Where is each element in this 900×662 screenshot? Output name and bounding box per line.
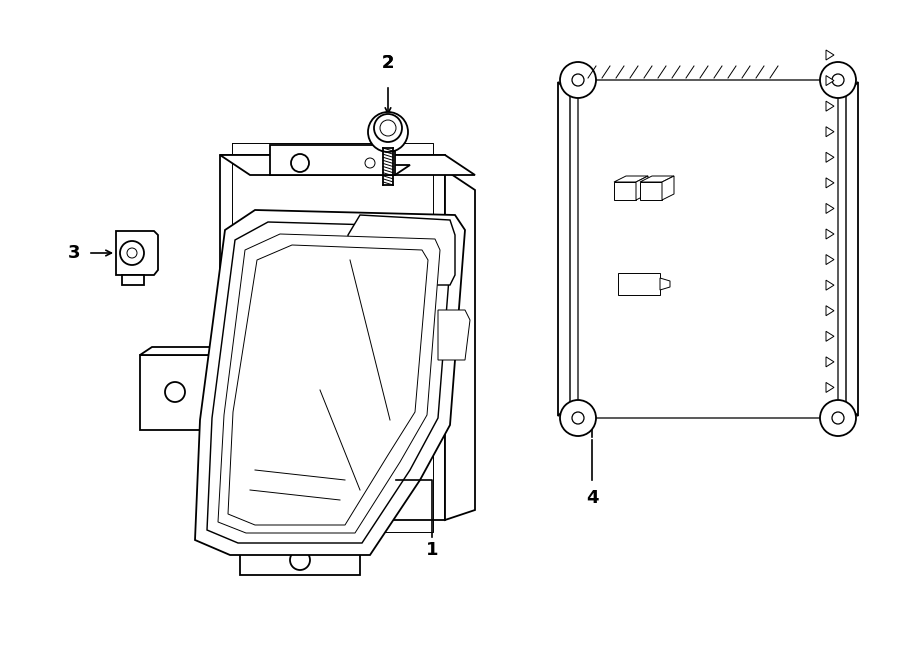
Circle shape (560, 400, 596, 436)
Polygon shape (140, 355, 225, 430)
Polygon shape (636, 176, 648, 200)
Polygon shape (570, 70, 846, 428)
Circle shape (832, 412, 844, 424)
Circle shape (374, 114, 402, 142)
Circle shape (820, 62, 856, 98)
Polygon shape (122, 275, 144, 285)
Polygon shape (270, 145, 395, 175)
Polygon shape (826, 357, 834, 367)
Circle shape (127, 248, 137, 258)
Polygon shape (826, 178, 834, 188)
Text: 2: 2 (382, 54, 394, 72)
Polygon shape (348, 215, 455, 300)
Polygon shape (228, 245, 428, 525)
Text: 1: 1 (426, 541, 438, 559)
Polygon shape (270, 165, 410, 175)
Polygon shape (578, 62, 838, 436)
Polygon shape (826, 203, 834, 213)
Polygon shape (826, 255, 834, 265)
Polygon shape (826, 229, 834, 239)
Polygon shape (558, 82, 858, 416)
Circle shape (291, 154, 309, 172)
Polygon shape (140, 347, 237, 355)
Circle shape (832, 74, 844, 86)
Polygon shape (826, 306, 834, 316)
Circle shape (380, 120, 396, 136)
Polygon shape (826, 75, 834, 85)
Polygon shape (662, 176, 674, 200)
Polygon shape (826, 50, 834, 60)
Circle shape (120, 241, 144, 265)
Polygon shape (207, 222, 452, 543)
Polygon shape (826, 126, 834, 137)
Polygon shape (826, 383, 834, 393)
Polygon shape (240, 537, 372, 545)
Polygon shape (826, 101, 834, 111)
Polygon shape (826, 280, 834, 290)
Polygon shape (618, 273, 660, 295)
Polygon shape (445, 170, 475, 520)
Polygon shape (826, 331, 834, 342)
Polygon shape (660, 278, 670, 290)
Polygon shape (826, 152, 834, 162)
Text: 3: 3 (68, 244, 80, 262)
Polygon shape (220, 155, 475, 175)
Circle shape (820, 400, 856, 436)
Polygon shape (116, 231, 158, 275)
Polygon shape (614, 182, 636, 200)
Circle shape (368, 112, 408, 152)
Polygon shape (640, 176, 674, 182)
Polygon shape (640, 182, 662, 200)
Polygon shape (240, 545, 360, 575)
Text: 2: 2 (382, 54, 394, 72)
Circle shape (365, 158, 375, 168)
Circle shape (165, 382, 185, 402)
Circle shape (572, 412, 584, 424)
Circle shape (572, 74, 584, 86)
Polygon shape (220, 155, 445, 520)
Polygon shape (218, 234, 440, 533)
Circle shape (290, 550, 310, 570)
Text: 4: 4 (586, 489, 598, 507)
Polygon shape (195, 210, 465, 555)
Polygon shape (438, 310, 470, 360)
Circle shape (560, 62, 596, 98)
Polygon shape (614, 176, 648, 182)
